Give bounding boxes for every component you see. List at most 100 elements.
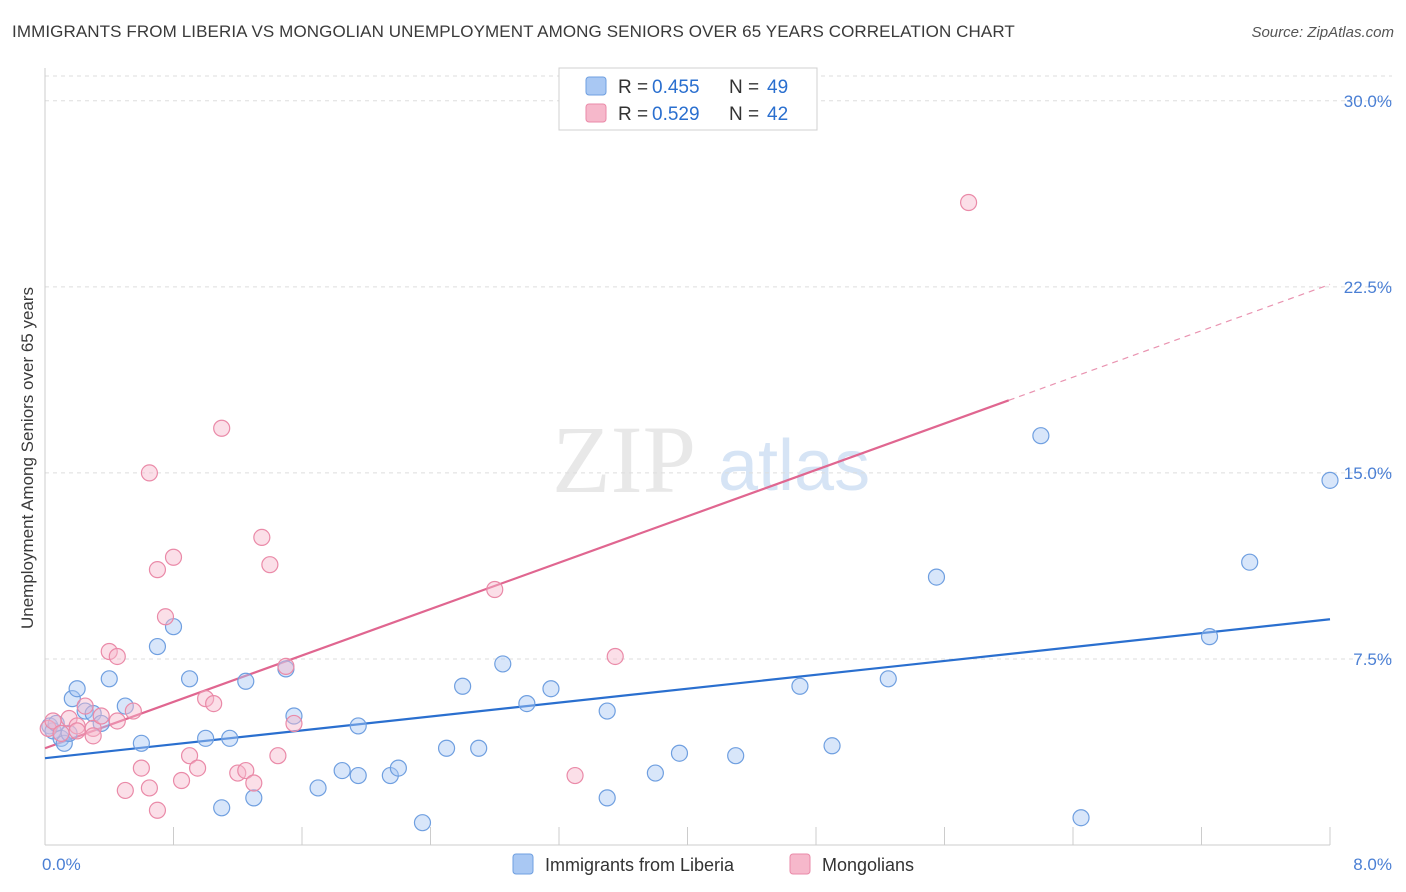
point-liberia-37	[598, 702, 616, 720]
point-liberia-42	[791, 677, 809, 695]
watermark-atlas: atlas	[718, 426, 870, 506]
legend-n-label-mongolians: N =	[729, 104, 759, 125]
point-liberia-40	[670, 744, 689, 762]
legend-n-mongolians: 42	[767, 104, 788, 125]
point-mongolians-15	[148, 561, 167, 579]
legend-swatch-liberia	[585, 76, 607, 96]
point-liberia-17	[197, 729, 215, 747]
point-mongolians-34	[566, 766, 584, 785]
y-tick-label-0: 7.5%	[1353, 650, 1392, 669]
point-liberia-25	[333, 761, 351, 780]
point-liberia-32	[454, 677, 472, 695]
point-mongolians-12	[132, 759, 150, 777]
point-liberia-47	[1072, 809, 1090, 827]
point-mongolians-28	[261, 556, 279, 574]
point-mongolians-10	[116, 781, 134, 800]
bottom-swatch-mongolians	[789, 853, 811, 875]
legend-swatch-mongolians	[585, 103, 607, 123]
point-mongolians-19	[180, 747, 199, 765]
correlation-legend: R = 0.455 N = 49 R = 0.529 N = 42	[558, 67, 818, 131]
point-mongolians-17	[164, 548, 183, 566]
point-mongolians-23	[213, 419, 231, 437]
point-liberia-24	[309, 779, 327, 797]
watermark-zip: ZIP	[552, 406, 696, 513]
data-points	[39, 193, 1339, 832]
source-credit: Source: ZipAtlas.com	[1251, 24, 1394, 41]
point-mongolians-13	[140, 779, 159, 797]
point-liberia-39	[646, 764, 664, 782]
point-liberia-11	[100, 670, 118, 688]
point-liberia-48	[1200, 628, 1219, 646]
point-mongolians-16	[156, 608, 175, 626]
point-liberia-38	[598, 789, 616, 807]
point-liberia-31	[437, 739, 456, 757]
x-tick-label-min: 0.0%	[42, 855, 81, 874]
point-liberia-41	[727, 747, 745, 765]
trend-line-0	[44, 618, 1331, 760]
point-mongolians-25	[237, 761, 255, 780]
point-liberia-7	[68, 680, 86, 698]
point-liberia-50	[1321, 471, 1339, 489]
bottom-swatch-liberia	[512, 853, 534, 875]
legend-r-label-liberia: R =	[618, 77, 648, 98]
chart-title: IMMIGRANTS FROM LIBERIA VS MONGOLIAN UNE…	[12, 22, 1015, 41]
legend-r-mongolians: 0.529	[652, 104, 700, 125]
point-liberia-34	[470, 739, 488, 757]
point-mongolians-38	[84, 727, 102, 745]
point-liberia-27	[349, 717, 367, 735]
trend-extension-1	[1008, 283, 1331, 401]
point-liberia-16	[180, 670, 199, 688]
bottom-legend-liberia: Immigrants from Liberia	[545, 855, 735, 875]
point-liberia-26	[349, 766, 367, 785]
y-tick-label-1: 15.0%	[1344, 464, 1392, 483]
point-mongolians-18	[172, 771, 191, 790]
point-liberia-13	[132, 734, 150, 752]
point-mongolians-32	[140, 464, 159, 482]
bottom-legend-mongolians: Mongolians	[822, 855, 914, 875]
point-liberia-33	[494, 655, 512, 673]
point-mongolians-33	[486, 580, 504, 599]
gridlines	[45, 75, 1392, 660]
point-mongolians-7	[92, 707, 110, 725]
y-tick-label-3: 30.0%	[1344, 92, 1392, 111]
point-mongolians-27	[253, 528, 271, 547]
point-liberia-45	[927, 568, 946, 586]
point-mongolians-2	[52, 724, 70, 742]
legend-n-liberia: 49	[767, 77, 788, 98]
axes	[44, 68, 1331, 846]
point-liberia-19	[221, 729, 239, 747]
point-liberia-35	[518, 695, 536, 713]
point-mongolians-29	[269, 747, 287, 765]
x-tick-label-max: 8.0%	[1353, 855, 1392, 874]
legend-r-liberia: 0.455	[652, 77, 700, 98]
point-mongolians-36	[959, 193, 978, 212]
point-liberia-36	[542, 680, 560, 698]
point-liberia-43	[823, 737, 841, 755]
point-liberia-18	[213, 799, 231, 817]
point-liberia-46	[1032, 427, 1050, 445]
point-mongolians-35	[606, 647, 624, 666]
point-mongolians-20	[188, 759, 207, 777]
point-mongolians-14	[148, 801, 167, 819]
y-tick-label-2: 22.5%	[1344, 278, 1392, 297]
point-liberia-30	[413, 814, 432, 832]
point-liberia-49	[1241, 553, 1259, 571]
legend-r-label-mongolians: R =	[618, 104, 648, 125]
point-liberia-6	[63, 690, 81, 708]
point-mongolians-39	[68, 722, 86, 740]
y-axis-label: Unemployment Among Seniors over 65 years	[18, 287, 37, 629]
point-mongolians-31	[285, 714, 303, 733]
point-mongolians-30	[277, 657, 295, 675]
point-mongolians-11	[124, 702, 142, 720]
y-tick-labels: 7.5% 15.0% 22.5% 30.0%	[1344, 92, 1392, 669]
point-liberia-44	[879, 670, 897, 688]
point-liberia-21	[245, 789, 263, 807]
point-liberia-20	[237, 672, 255, 690]
point-mongolians-9	[108, 647, 126, 666]
trend-lines	[44, 283, 1331, 760]
point-liberia-14	[148, 637, 167, 656]
point-mongolians-22	[205, 695, 223, 713]
legend-n-label-liberia: N =	[729, 77, 759, 98]
point-liberia-4	[55, 734, 73, 752]
